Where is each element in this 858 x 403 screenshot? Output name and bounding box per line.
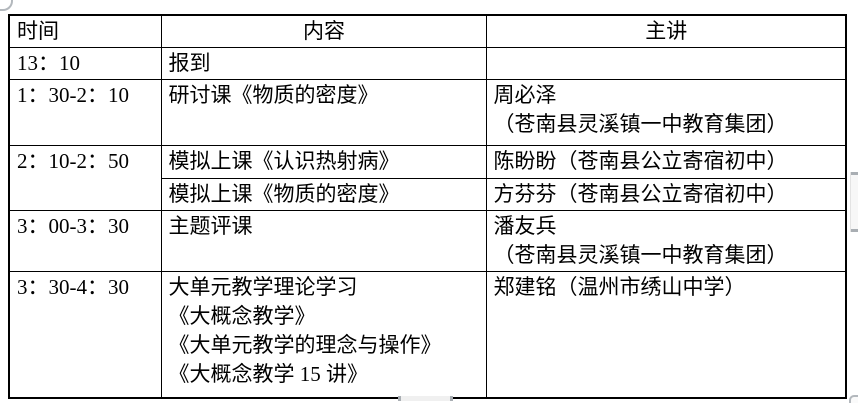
time-cell: 1：30-2：10: [8, 79, 162, 146]
speaker-cell: 陈盼盼（苍南县公立寄宿初中）: [485, 145, 847, 179]
content-line: 《大概念教学》: [168, 304, 316, 328]
speaker-affiliation: （苍南县灵溪镇一中教育集团）: [493, 112, 788, 136]
speaker-cell: 郑建铭（温州市绣山中学）: [485, 271, 847, 398]
content-cell: 大单元教学理论学习 《大概念教学》 《大单元教学的理念与操作》 《大概念教学 1…: [160, 271, 487, 398]
content-line: 《大单元教学的理念与操作》: [168, 333, 442, 357]
time-cell: 3：00-3：30: [8, 210, 162, 272]
pane-corner-bottom-right: [849, 395, 858, 403]
speaker-affiliation: （苍南县灵溪镇一中教育集团）: [493, 243, 788, 267]
schedule-table: 时间 内容 主讲 13：10 报到 1：30-2：10 研讨课《物质的密度》 周…: [8, 14, 847, 399]
header-cell-time: 时间: [8, 14, 162, 48]
scrollbar-thumb-cap: [851, 229, 858, 232]
header-cell-speaker: 主讲: [485, 14, 847, 48]
content-line: 大单元教学理论学习: [168, 275, 358, 299]
time-cell: 13：10: [8, 47, 162, 80]
content-cell: 模拟上课《认识热射病》: [160, 145, 487, 179]
header-row: 时间 内容 主讲: [8, 14, 847, 48]
content-cell: 模拟上课《物质的密度》: [160, 178, 487, 211]
speaker-cell: 方芬芬（苍南县公立寄宿初中）: [485, 178, 847, 211]
vertical-scrollbar-thumb[interactable]: [850, 172, 858, 232]
table-row: 13：10 报到: [8, 47, 847, 80]
time-cell: 2：10-2：50: [8, 145, 162, 211]
speaker-name: 周必泽: [493, 83, 557, 107]
content-line: 《大概念教学 15 讲》: [168, 362, 369, 386]
content-cell: 报到: [160, 47, 487, 80]
table-row: 1：30-2：10 研讨课《物质的密度》 周必泽 （苍南县灵溪镇一中教育集团）: [8, 79, 847, 146]
speaker-cell: 周必泽 （苍南县灵溪镇一中教育集团）: [485, 79, 847, 146]
speaker-cell: 潘友兵 （苍南县灵溪镇一中教育集团）: [485, 210, 847, 272]
content-cell: 研讨课《物质的密度》: [160, 79, 487, 146]
speaker-cell: [485, 47, 847, 80]
table-row: 2：10-2：50 模拟上课《认识热射病》 陈盼盼（苍南县公立寄宿初中）: [8, 145, 847, 211]
horizontal-scrollbar-thumb[interactable]: [398, 396, 453, 401]
header-cell-content: 内容: [160, 14, 487, 48]
scrollbar-thumb-cap: [450, 396, 453, 401]
speaker-name: 潘友兵: [493, 214, 557, 238]
table-row: 3：30-4：30 大单元教学理论学习 《大概念教学》 《大单元教学的理念与操作…: [8, 271, 847, 398]
pane-corner-top-left: [0, 0, 13, 11]
time-cell: 3：30-4：30: [8, 271, 162, 398]
content-cell: 主题评课: [160, 210, 487, 272]
scrollbar-thumb-cap: [851, 172, 858, 175]
scrollbar-thumb-cap: [398, 396, 401, 401]
table-row: 模拟上课《物质的密度》 方芬芬（苍南县公立寄宿初中）: [9, 178, 847, 211]
table-row: 3：00-3：30 主题评课 潘友兵 （苍南县灵溪镇一中教育集团）: [8, 210, 847, 272]
